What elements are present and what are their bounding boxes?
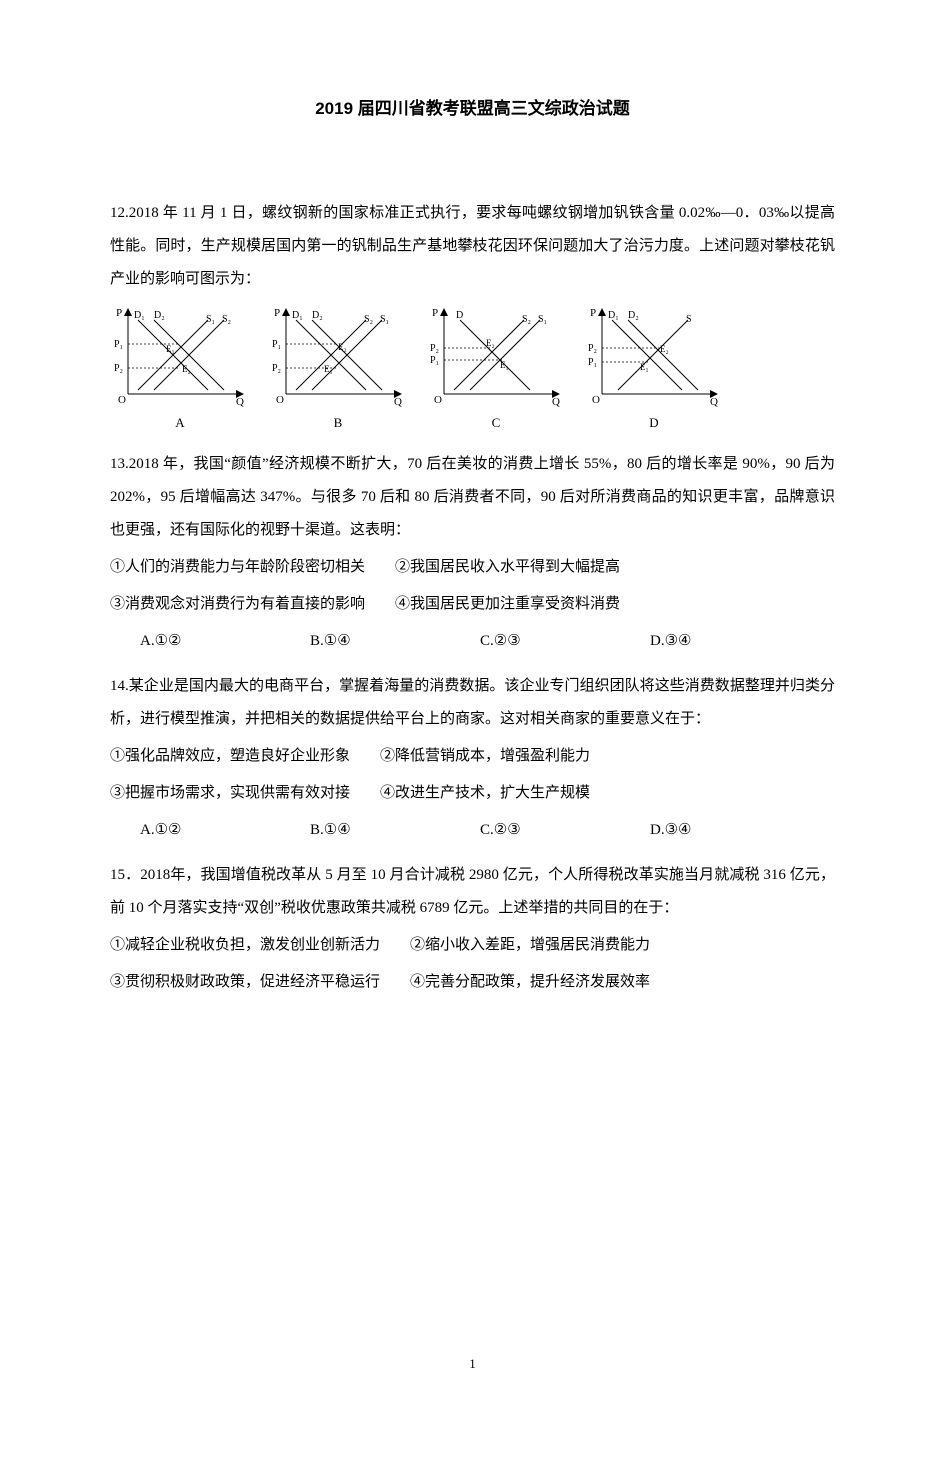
svg-text:Q: Q: [236, 396, 244, 407]
svg-text:D₁: D₁: [608, 310, 619, 321]
svg-text:P: P: [590, 307, 596, 319]
svg-text:S: S: [686, 314, 692, 325]
q13-opt-d: D.③④: [650, 625, 820, 658]
svg-text:S₁: S₁: [206, 314, 215, 325]
q15-s1: ①减轻企业税收负担，激发创业创新活力 ②缩小收入差距，增强居民消费能力: [110, 929, 835, 962]
svg-text:E₁: E₁: [166, 344, 175, 354]
page-title: 2019 届四川省教考联盟高三文综政治试题: [110, 90, 835, 127]
svg-text:O: O: [434, 394, 442, 406]
svg-text:P₁: P₁: [114, 339, 123, 350]
svg-text:P₁: P₁: [430, 355, 439, 366]
svg-text:E₂: E₂: [182, 364, 191, 374]
q13-opt-b: B.①④: [310, 625, 480, 658]
q13-s1: ①人们的消费能力与年龄阶段密切相关 ②我国居民收入水平得到大幅提高: [110, 551, 835, 584]
svg-text:E₂: E₂: [660, 344, 669, 354]
svg-text:E₁: E₁: [500, 360, 509, 370]
charts-row: P Q O D₁ D₂ S₁ S₂ P₁ P₂ E₁ E₂ A: [110, 302, 835, 438]
chart-b: P Q O D₁ D₂ S₂ S₁ P₁ P₂ E₂ E₁ B: [268, 302, 408, 438]
chart-a: P Q O D₁ D₂ S₁ S₂ P₁ P₂ E₁ E₂ A: [110, 302, 250, 438]
q13-s2: ③消费观念对消费行为有着直接的影响 ④我国居民更加注重享受资料消费: [110, 588, 835, 621]
chart-c-label: C: [426, 409, 566, 438]
svg-text:E₁: E₁: [324, 364, 333, 374]
svg-text:P: P: [116, 307, 122, 319]
svg-text:D₂: D₂: [628, 310, 639, 321]
q14-options: A.①② B.①④ C.②③ D.③④: [140, 814, 835, 847]
q13-options: A.①② B.①④ C.②③ D.③④: [140, 625, 835, 658]
svg-text:S₂: S₂: [222, 314, 231, 325]
q13-opt-c: C.②③: [480, 625, 650, 658]
svg-text:P₂: P₂: [272, 363, 281, 374]
svg-text:D₂: D₂: [154, 310, 165, 321]
svg-text:P₂: P₂: [114, 363, 123, 374]
chart-b-label: B: [268, 409, 408, 438]
svg-text:O: O: [118, 394, 126, 406]
svg-text:Q: Q: [710, 396, 718, 407]
svg-text:P₂: P₂: [430, 343, 439, 354]
svg-text:P₁: P₁: [588, 357, 597, 368]
svg-text:D₁: D₁: [292, 310, 303, 321]
svg-text:P: P: [274, 307, 280, 319]
svg-text:S₂: S₂: [364, 314, 373, 325]
svg-text:S₁: S₁: [538, 314, 547, 325]
q14-opt-b: B.①④: [310, 814, 480, 847]
svg-text:O: O: [592, 394, 600, 406]
svg-text:P: P: [432, 307, 438, 319]
svg-text:P₂: P₂: [588, 343, 597, 354]
q15-s2: ③贯彻积极财政政策，促进经济平稳运行 ④完善分配政策，提升经济发展效率: [110, 966, 835, 999]
svg-text:S₂: S₂: [522, 314, 531, 325]
svg-text:E₂: E₂: [338, 342, 347, 352]
q12-text: 12.2018 年 11 月 1 日，螺纹钢新的国家标准正式执行，要求每吨螺纹钢…: [110, 197, 835, 296]
svg-text:S₁: S₁: [380, 314, 389, 325]
svg-text:D₂: D₂: [312, 310, 323, 321]
svg-text:E₂: E₂: [486, 338, 495, 348]
q14-opt-d: D.③④: [650, 814, 820, 847]
svg-text:D₁: D₁: [134, 310, 145, 321]
q14-opt-c: C.②③: [480, 814, 650, 847]
page-number: 1: [110, 1350, 835, 1379]
svg-text:O: O: [276, 394, 284, 406]
q14-s2: ③把握市场需求，实现供需有效对接 ④改进生产技术，扩大生产规模: [110, 777, 835, 810]
chart-d: P Q O D₁ D₂ S P₂ P₁ E₂ E₁ D: [584, 302, 724, 438]
svg-text:D: D: [456, 310, 463, 321]
q13-opt-a: A.①②: [140, 625, 310, 658]
chart-c: P Q O D S₂ S₁ P₂ P₁ E₂ E₁ C: [426, 302, 566, 438]
svg-text:Q: Q: [552, 396, 560, 407]
svg-text:P₁: P₁: [272, 339, 281, 350]
q14-opt-a: A.①②: [140, 814, 310, 847]
q13-text: 13.2018 年，我国“颜值”经济规模不断扩大，70 后在美妆的消费上增长 5…: [110, 448, 835, 547]
chart-d-label: D: [584, 409, 724, 438]
q14-text: 14.某企业是国内最大的电商平台，掌握着海量的消费数据。该企业专门组织团队将这些…: [110, 670, 835, 736]
svg-text:E₁: E₁: [640, 362, 649, 372]
q14-s1: ①强化品牌效应，塑造良好企业形象 ②降低营销成本，增强盈利能力: [110, 740, 835, 773]
chart-a-label: A: [110, 409, 250, 438]
q15-text: 15．2018年，我国增值税改革从 5 月至 10 月合计减税 2980 亿元，…: [110, 859, 835, 925]
svg-text:Q: Q: [394, 396, 402, 407]
